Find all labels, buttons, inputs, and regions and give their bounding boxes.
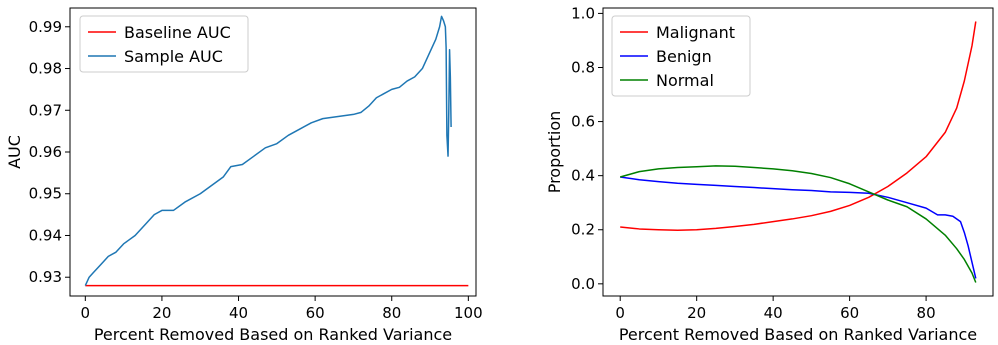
x-tick-label-1-1: 20 (687, 304, 706, 322)
x-axis-label-1: Percent Removed Based on Ranked Variance (619, 325, 977, 344)
y-axis-label-0: AUC (5, 135, 24, 169)
y-tick-label-0-5: 0.98 (29, 60, 62, 78)
y-tick-label-0-3: 0.96 (29, 143, 62, 161)
plot-frame-1 (602, 7, 994, 297)
series-line-1-1 (620, 176, 977, 279)
y-axis-label-1: Proportion (545, 111, 564, 194)
legend-label-0-0: Baseline AUC (124, 23, 231, 42)
y-tick-label-0-2: 0.95 (29, 185, 62, 203)
y-tick-label-0-0: 0.93 (29, 268, 62, 286)
legend-label-0-1: Sample AUC (124, 47, 223, 66)
y-tick-label-1-2: 0.4 (571, 167, 595, 185)
x-tick-label-0-4: 80 (382, 304, 401, 322)
y-tick-label-0-6: 0.99 (29, 18, 62, 36)
series-line-1-0 (620, 21, 977, 232)
x-tick-label-1-2: 40 (764, 304, 783, 322)
series-line-0-1 (84, 15, 452, 286)
x-tick-label-0-1: 20 (152, 304, 171, 322)
y-tick-label-1-0: 0.0 (571, 275, 595, 293)
y-tick-label-1-4: 0.8 (571, 58, 595, 76)
legend-label-1-0: Malignant (656, 23, 735, 42)
x-tick-label-1-0: 0 (615, 304, 625, 322)
legend-box-0 (79, 15, 249, 73)
proportion-chart: 0 20 40 60 80 0.0 0.2 0.4 0.6 0.8 1.0 Percent Remov… (545, 4, 994, 344)
x-tick-label-0-5: 100 (454, 304, 483, 322)
auc-chart: 0 20 40 60 80 100 0.93 0.94 0.95 0.96 0.97 0.98 0.99… (5, 7, 483, 344)
y-tick-label-0-4: 0.97 (29, 101, 62, 119)
x-tick-label-0-0: 0 (81, 304, 91, 322)
y-tick-label-1-1: 0.2 (571, 221, 595, 239)
y-tick-label-1-3: 0.6 (571, 113, 595, 131)
x-tick-label-0-2: 40 (229, 304, 248, 322)
legend-label-1-1: Benign (656, 47, 712, 66)
x-axis-label-0: Percent Removed Based on Ranked Variance (94, 325, 452, 344)
y-tick-label-0-1: 0.94 (29, 226, 62, 244)
x-tick-label-1-4: 80 (917, 304, 936, 322)
x-tick-label-1-3: 60 (840, 304, 859, 322)
legend-label-1-2: Normal (656, 71, 714, 90)
series-line-1-2 (620, 165, 977, 283)
x-tick-label-0-3: 60 (306, 304, 325, 322)
legend-box-1 (611, 15, 751, 97)
y-tick-label-1-5: 1.0 (571, 4, 595, 22)
